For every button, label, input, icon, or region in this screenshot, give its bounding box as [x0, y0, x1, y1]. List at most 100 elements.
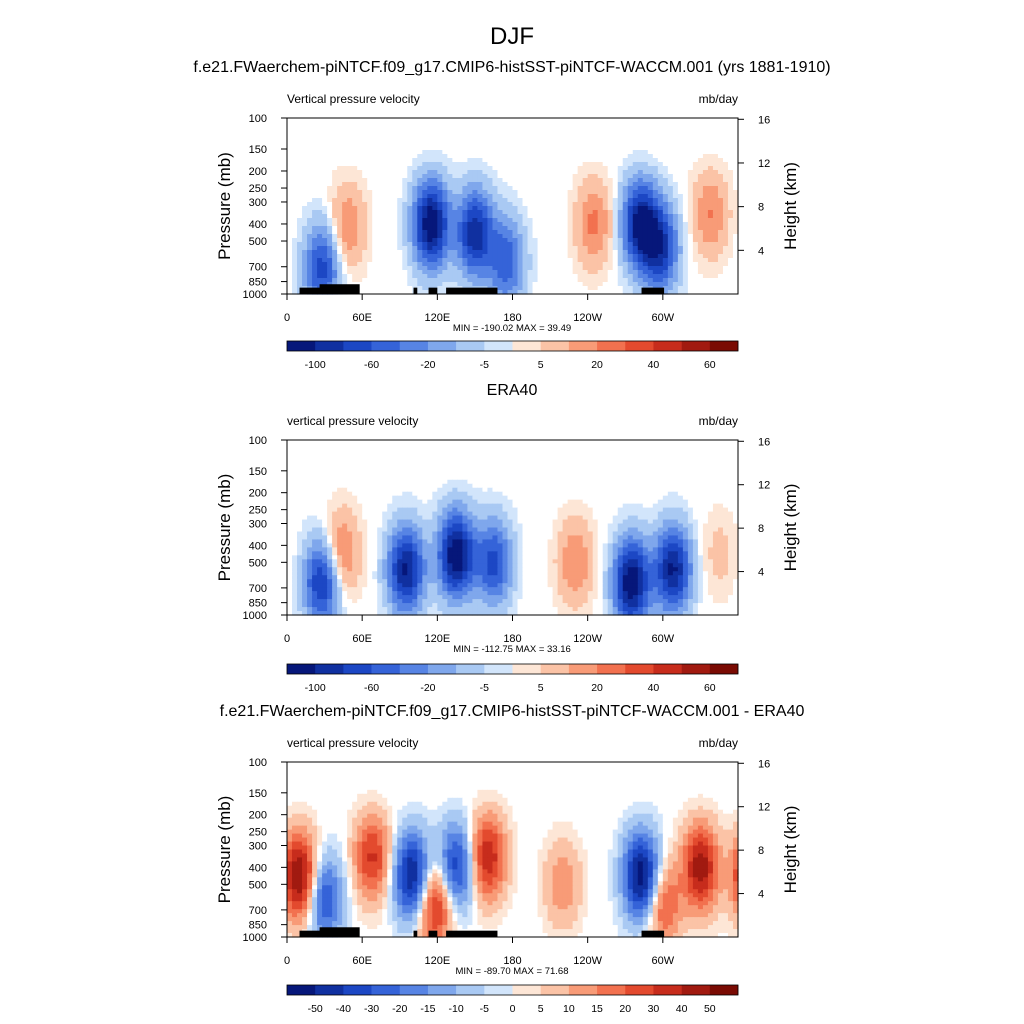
heatmap-cell: [347, 178, 353, 183]
heatmap-cell: [437, 286, 443, 291]
heatmap-cell: [442, 238, 448, 243]
heatmap-cell: [307, 274, 313, 279]
heatmap-cell: [587, 467, 594, 473]
heatmap-cell: [422, 451, 428, 457]
heatmap-cell: [512, 166, 519, 171]
heatmap-cell: [592, 290, 599, 295]
variable-label: Vertical pressure velocity: [287, 92, 420, 106]
heatmap-cell: [567, 122, 574, 127]
heatmap-cell: [437, 234, 443, 239]
heatmap-cell: [537, 198, 544, 203]
colorbar-swatch: [625, 341, 654, 351]
heatmap-cell: [647, 210, 654, 215]
heatmap-cell: [597, 246, 604, 251]
heatmap-cell: [332, 150, 338, 155]
heatmap-cell: [397, 166, 403, 171]
heatmap-cell: [547, 142, 554, 147]
heatmap-cell: [362, 286, 368, 291]
heatmap-cell: [507, 130, 514, 135]
heatmap-cell: [462, 150, 468, 155]
heatmap-cell: [512, 463, 519, 469]
heatmap-cell: [382, 214, 388, 219]
heatmap-cell: [532, 170, 539, 175]
heatmap-cell: [592, 142, 599, 147]
heatmap-cell: [297, 254, 303, 259]
heatmap-cell: [487, 440, 494, 445]
heatmap-cell: [292, 290, 298, 295]
heatmap-cell: [482, 463, 489, 469]
heatmap-cell: [437, 206, 443, 211]
heatmap-cell: [642, 182, 649, 187]
heatmap-cell: [722, 234, 729, 239]
heatmap-cell: [692, 262, 699, 267]
heatmap-cell: [502, 150, 509, 155]
heatmap-cell: [347, 162, 353, 167]
heatmap-cell: [337, 440, 343, 445]
heatmap-cell: [312, 206, 318, 211]
heatmap-cell: [407, 451, 413, 457]
heatmap-cell: [417, 475, 423, 481]
heatmap-cell: [637, 443, 644, 449]
heatmap-cell: [722, 186, 729, 191]
heatmap-cell: [287, 226, 293, 231]
heatmap-cell: [377, 194, 383, 199]
heatmap-cell: [427, 162, 433, 167]
heatmap-cell: [492, 475, 499, 481]
heatmap-cell: [582, 447, 589, 453]
heatmap-cell: [587, 202, 594, 207]
heatmap-cell: [667, 206, 674, 211]
heatmap-cell: [612, 475, 619, 481]
heatmap-cell: [687, 447, 694, 453]
heatmap-cell: [572, 270, 579, 275]
heatmap-cell: [642, 443, 649, 449]
heatmap-cell: [732, 230, 739, 235]
heatmap-cell: [647, 440, 654, 445]
heatmap-cell: [352, 170, 358, 175]
heatmap-cell: [372, 455, 378, 461]
heatmap-cell: [637, 234, 644, 239]
heatmap-cell: [637, 226, 644, 231]
heatmap-cell: [287, 471, 293, 477]
heatmap-cell: [462, 463, 468, 469]
heatmap-cell: [402, 134, 408, 139]
heatmap-cell: [567, 130, 574, 135]
heatmap-cell: [392, 206, 398, 211]
heatmap-cell: [322, 266, 328, 271]
heatmap-cell: [332, 463, 338, 469]
heatmap-cell: [607, 246, 614, 251]
heatmap-cell: [312, 258, 318, 263]
heatmap-cell: [412, 463, 418, 469]
heatmap-cell: [357, 222, 363, 227]
heatmap-cell: [507, 467, 514, 473]
heatmap-cell: [307, 459, 313, 465]
heatmap-cell: [727, 198, 734, 203]
heatmap-cell: [372, 190, 378, 195]
heatmap-cell: [587, 138, 594, 143]
heatmap-cell: [467, 222, 474, 227]
heatmap-cell: [407, 202, 413, 207]
heatmap-cell: [447, 186, 453, 191]
heatmap-cell: [567, 230, 574, 235]
heatmap-cell: [677, 142, 684, 147]
heatmap-cell: [407, 254, 413, 259]
heatmap-cell: [632, 451, 639, 457]
heatmap-cell: [362, 463, 368, 469]
heatmap-cell: [447, 182, 453, 187]
heatmap-cell: [722, 126, 729, 131]
heatmap-cell: [507, 210, 514, 215]
heatmap-cell: [447, 459, 453, 465]
heatmap-cell: [732, 455, 739, 461]
heatmap-cell: [687, 262, 694, 267]
heatmap-cell: [382, 250, 388, 255]
heatmap-cell: [482, 234, 489, 239]
heatmap-cell: [417, 122, 423, 127]
heatmap-cell: [432, 154, 438, 159]
heatmap-cell: [627, 286, 634, 291]
heatmap-cell: [442, 158, 448, 163]
heatmap-cell: [367, 170, 373, 175]
heatmap-cell: [427, 206, 433, 211]
heatmap-cell: [502, 250, 509, 255]
heatmap-cell: [647, 455, 654, 461]
heatmap-cell: [547, 118, 554, 123]
heatmap-cell: [482, 130, 489, 135]
